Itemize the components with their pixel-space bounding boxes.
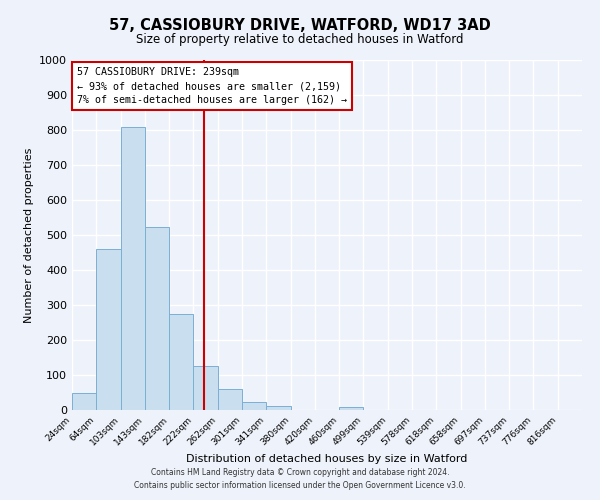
- Bar: [218, 389, 242, 410]
- Bar: [339, 407, 364, 410]
- Bar: [242, 402, 266, 410]
- Y-axis label: Number of detached properties: Number of detached properties: [23, 148, 34, 322]
- Bar: [266, 406, 290, 410]
- Text: Contains HM Land Registry data © Crown copyright and database right 2024.
Contai: Contains HM Land Registry data © Crown c…: [134, 468, 466, 490]
- Bar: [121, 126, 145, 410]
- Bar: [169, 314, 193, 410]
- Text: 57, CASSIOBURY DRIVE, WATFORD, WD17 3AD: 57, CASSIOBURY DRIVE, WATFORD, WD17 3AD: [109, 18, 491, 32]
- Text: Size of property relative to detached houses in Watford: Size of property relative to detached ho…: [136, 32, 464, 46]
- X-axis label: Distribution of detached houses by size in Watford: Distribution of detached houses by size …: [187, 454, 467, 464]
- Bar: [145, 228, 169, 410]
- Bar: [193, 366, 218, 410]
- Text: 57 CASSIOBURY DRIVE: 239sqm
← 93% of detached houses are smaller (2,159)
7% of s: 57 CASSIOBURY DRIVE: 239sqm ← 93% of det…: [77, 67, 347, 105]
- Bar: [72, 393, 96, 410]
- Bar: [96, 249, 121, 410]
